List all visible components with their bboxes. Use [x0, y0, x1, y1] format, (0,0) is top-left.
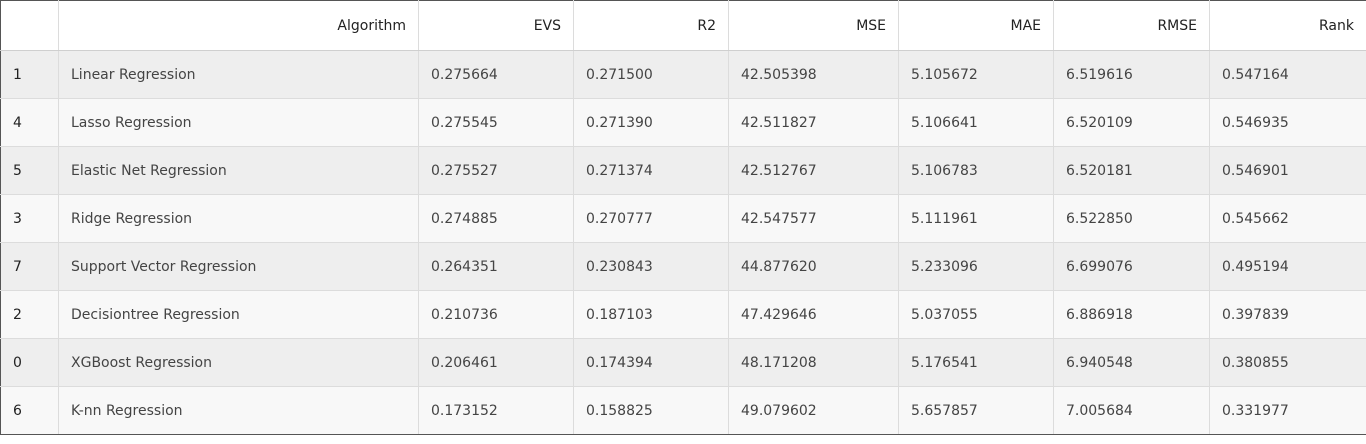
cell-evs: 0.275545	[418, 98, 574, 147]
cell-mse: 47.429646	[728, 290, 899, 339]
table-row: 3 Ridge Regression 0.274885 0.270777 42.…	[0, 194, 1366, 243]
cell-algorithm: Lasso Regression	[58, 98, 419, 147]
cell-index: 1	[0, 50, 59, 99]
cell-index: 3	[0, 194, 59, 243]
cell-mae: 5.657857	[898, 386, 1054, 435]
cell-mse: 49.079602	[728, 386, 899, 435]
cell-evs: 0.274885	[418, 194, 574, 243]
cell-index: 4	[0, 98, 59, 147]
cell-algorithm: K-nn Regression	[58, 386, 419, 435]
table-row: 5 Elastic Net Regression 0.275527 0.2713…	[0, 146, 1366, 195]
table-row: 4 Lasso Regression 0.275545 0.271390 42.…	[0, 98, 1366, 147]
cell-mse: 48.171208	[728, 338, 899, 387]
cell-rmse: 6.940548	[1053, 338, 1210, 387]
cell-algorithm: Ridge Regression	[58, 194, 419, 243]
cell-mae: 5.176541	[898, 338, 1054, 387]
table-row: 7 Support Vector Regression 0.264351 0.2…	[0, 242, 1366, 291]
header-mse: MSE	[728, 0, 899, 51]
cell-rank: 0.495194	[1209, 242, 1366, 291]
cell-rmse: 7.005684	[1053, 386, 1210, 435]
cell-rank: 0.546901	[1209, 146, 1366, 195]
table-row: 2 Decisiontree Regression 0.210736 0.187…	[0, 290, 1366, 339]
cell-evs: 0.275527	[418, 146, 574, 195]
header-algorithm: Algorithm	[58, 0, 419, 51]
cell-mae: 5.106641	[898, 98, 1054, 147]
cell-mse: 42.511827	[728, 98, 899, 147]
header-rmse: RMSE	[1053, 0, 1210, 51]
cell-r2: 0.270777	[573, 194, 729, 243]
cell-rank: 0.397839	[1209, 290, 1366, 339]
cell-rmse: 6.886918	[1053, 290, 1210, 339]
cell-r2: 0.230843	[573, 242, 729, 291]
cell-r2: 0.174394	[573, 338, 729, 387]
cell-evs: 0.173152	[418, 386, 574, 435]
cell-rmse: 6.699076	[1053, 242, 1210, 291]
cell-r2: 0.187103	[573, 290, 729, 339]
cell-rank: 0.545662	[1209, 194, 1366, 243]
cell-algorithm: XGBoost Regression	[58, 338, 419, 387]
table-row: 6 K-nn Regression 0.173152 0.158825 49.0…	[0, 386, 1366, 435]
header-rank: Rank	[1209, 0, 1366, 51]
cell-algorithm: Decisiontree Regression	[58, 290, 419, 339]
cell-mae: 5.111961	[898, 194, 1054, 243]
cell-r2: 0.271500	[573, 50, 729, 99]
cell-index: 7	[0, 242, 59, 291]
cell-index: 6	[0, 386, 59, 435]
cell-mse: 42.547577	[728, 194, 899, 243]
cell-mae: 5.105672	[898, 50, 1054, 99]
cell-mae: 5.037055	[898, 290, 1054, 339]
cell-rmse: 6.519616	[1053, 50, 1210, 99]
cell-evs: 0.275664	[418, 50, 574, 99]
header-index	[0, 0, 59, 51]
table-row: 1 Linear Regression 0.275664 0.271500 42…	[0, 50, 1366, 99]
header-row: Algorithm EVS R2 MSE MAE RMSE Rank	[0, 0, 1366, 51]
cell-mse: 44.877620	[728, 242, 899, 291]
cell-rank: 0.547164	[1209, 50, 1366, 99]
cell-r2: 0.158825	[573, 386, 729, 435]
cell-mae: 5.106783	[898, 146, 1054, 195]
metrics-table: Algorithm EVS R2 MSE MAE RMSE Rank 1 Lin…	[0, 0, 1366, 435]
cell-rmse: 6.520181	[1053, 146, 1210, 195]
cell-mse: 42.505398	[728, 50, 899, 99]
cell-r2: 0.271390	[573, 98, 729, 147]
cell-algorithm: Support Vector Regression	[58, 242, 419, 291]
cell-rank: 0.331977	[1209, 386, 1366, 435]
header-mae: MAE	[898, 0, 1054, 51]
cell-index: 2	[0, 290, 59, 339]
cell-mse: 42.512767	[728, 146, 899, 195]
cell-algorithm: Elastic Net Regression	[58, 146, 419, 195]
cell-evs: 0.210736	[418, 290, 574, 339]
cell-index: 0	[0, 338, 59, 387]
cell-rmse: 6.520109	[1053, 98, 1210, 147]
cell-index: 5	[0, 146, 59, 195]
cell-algorithm: Linear Regression	[58, 50, 419, 99]
cell-rmse: 6.522850	[1053, 194, 1210, 243]
cell-mae: 5.233096	[898, 242, 1054, 291]
header-r2: R2	[573, 0, 729, 51]
cell-r2: 0.271374	[573, 146, 729, 195]
cell-rank: 0.546935	[1209, 98, 1366, 147]
cell-evs: 0.206461	[418, 338, 574, 387]
table-header: Algorithm EVS R2 MSE MAE RMSE Rank	[0, 0, 1366, 51]
cell-rank: 0.380855	[1209, 338, 1366, 387]
table-row: 0 XGBoost Regression 0.206461 0.174394 4…	[0, 338, 1366, 387]
header-evs: EVS	[418, 0, 574, 51]
cell-evs: 0.264351	[418, 242, 574, 291]
table-body: 1 Linear Regression 0.275664 0.271500 42…	[0, 50, 1366, 435]
